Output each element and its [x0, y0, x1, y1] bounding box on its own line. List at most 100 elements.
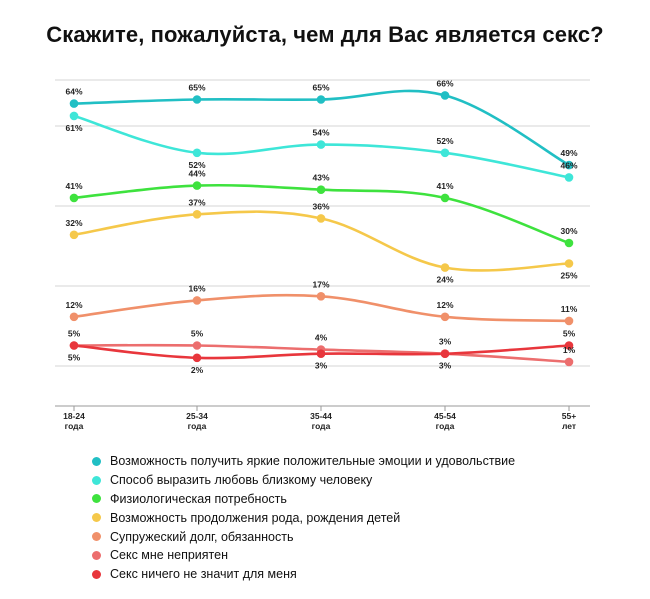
data-label: 16%	[188, 283, 205, 293]
data-point	[564, 160, 574, 170]
data-label: 1%	[563, 345, 576, 355]
data-point	[316, 292, 326, 301]
data-label: 17%	[312, 279, 329, 289]
data-label: 5%	[191, 329, 204, 339]
data-point	[69, 312, 79, 322]
x-tick-label: 35-44	[310, 411, 332, 421]
line-chart: 18-24года25-34года35-44года45-54года55+л…	[55, 78, 590, 431]
data-point	[69, 99, 79, 108]
legend-label: Физиологическая потребность	[110, 491, 287, 506]
legend-label: Секс мне неприятен	[110, 548, 228, 563]
data-point	[192, 148, 202, 158]
data-label: 12%	[436, 300, 453, 310]
data-label: 3%	[439, 361, 452, 371]
data-point	[440, 91, 450, 100]
data-label: 46%	[560, 160, 577, 170]
data-point	[440, 148, 450, 158]
data-point	[69, 230, 79, 240]
data-label: 41%	[436, 181, 453, 191]
legend-label: Возможность получить яркие положительные…	[110, 454, 516, 469]
data-point	[69, 193, 79, 203]
data-point	[564, 173, 574, 182]
data-label: 5%	[68, 329, 81, 339]
data-label: 49%	[560, 148, 577, 158]
data-point	[192, 296, 202, 305]
data-label: 25%	[560, 271, 577, 281]
data-label: 36%	[312, 201, 329, 211]
data-point	[316, 185, 326, 194]
data-label: 37%	[188, 197, 205, 207]
data-label: 52%	[436, 136, 453, 146]
data-label: 54%	[312, 128, 329, 138]
data-label: 44%	[188, 169, 205, 179]
x-tick-label-unit: года	[188, 421, 207, 431]
data-label: 65%	[312, 83, 329, 93]
data-label: 5%	[68, 353, 81, 363]
x-axis: 18-24года25-34года35-44года45-54года55+л…	[63, 406, 576, 431]
data-label: 43%	[312, 173, 329, 183]
series-points	[69, 91, 574, 367]
data-label: 4%	[315, 333, 328, 343]
data-label: 41%	[65, 181, 82, 191]
legend-item: Секс мне неприятен	[92, 546, 515, 565]
legend-item: Секс ничего не значит для меня	[92, 565, 515, 584]
data-point	[564, 341, 574, 350]
data-labels: 64% 65% 65% 66% 49% 61% 52% 54% 52% 46% 41% 44% 43% 4…	[65, 78, 577, 374]
data-point	[192, 95, 202, 104]
x-tick-label-unit: лет	[562, 421, 576, 431]
legend-item: Супружеский долг, обязанность	[92, 527, 515, 546]
data-label: 2%	[191, 365, 204, 375]
legend-marker-icon	[92, 569, 101, 579]
data-label: 52%	[188, 160, 205, 170]
data-label: 5%	[563, 329, 576, 339]
data-point	[440, 263, 450, 272]
data-point	[316, 349, 326, 359]
x-tick-label: 45-54	[434, 411, 456, 421]
legend-label: Супружеский долг, обязанность	[110, 529, 294, 544]
legend-marker-icon	[92, 475, 101, 485]
x-tick-label: 18-24	[63, 411, 85, 421]
x-tick-label: 55+	[562, 411, 576, 421]
data-label: 61%	[65, 123, 82, 133]
x-tick-label-unit: года	[436, 421, 455, 431]
data-point	[69, 341, 79, 350]
data-point	[316, 214, 326, 223]
legend-marker-icon	[92, 550, 101, 560]
data-point	[316, 140, 326, 149]
data-point	[192, 210, 202, 219]
data-label: 65%	[188, 83, 205, 93]
legend-marker-icon	[92, 513, 101, 523]
x-tick-label-unit: года	[65, 421, 84, 431]
legend: Возможность получить яркие положительные…	[92, 452, 515, 584]
legend-label: Секс ничего не значит для меня	[110, 567, 297, 582]
data-point	[192, 181, 202, 190]
x-tick-label-unit: года	[312, 421, 331, 431]
legend-marker-icon	[92, 532, 101, 542]
x-tick-label: 25-34	[186, 411, 208, 421]
data-label: 32%	[65, 218, 82, 228]
data-point	[564, 259, 574, 268]
data-point	[440, 349, 450, 359]
legend-item: Возможность продолжения рода, рождения д…	[92, 508, 515, 527]
data-point	[440, 312, 450, 322]
data-point	[564, 357, 574, 367]
gridlines	[55, 79, 590, 407]
data-label: 66%	[436, 78, 453, 88]
data-label: 3%	[315, 361, 328, 371]
data-label: 24%	[436, 275, 453, 285]
chart-title: Скажите, пожалуйста, чем для Вас являетс…	[46, 22, 604, 47]
legend-item: Способ выразить любовь близкому человеку	[92, 471, 515, 490]
data-point	[69, 111, 79, 121]
data-point	[192, 341, 202, 350]
data-point	[316, 95, 326, 104]
data-label: 3%	[439, 337, 452, 347]
data-label: 64%	[65, 87, 82, 97]
legend-item: Возможность получить яркие положительные…	[92, 452, 515, 471]
data-label: 12%	[65, 300, 82, 310]
data-label: 11%	[561, 304, 578, 314]
data-point	[440, 193, 450, 203]
legend-label: Способ выразить любовь близкому человеку	[110, 473, 373, 488]
legend-item: Физиологическая потребность	[92, 490, 515, 509]
data-label: 30%	[560, 226, 577, 236]
data-point	[564, 238, 574, 248]
